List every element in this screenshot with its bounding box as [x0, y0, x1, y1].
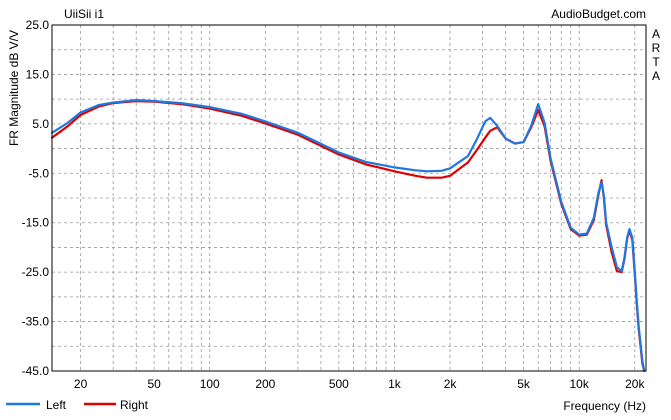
- source-label: AudioBudget.com: [551, 7, 646, 21]
- legend-label-right: Right: [120, 398, 149, 412]
- series-layer: [50, 98, 646, 373]
- y-tick-label: -25.0: [22, 265, 50, 279]
- chart-title: UiiSii i1: [64, 7, 104, 21]
- series-line-left: [50, 98, 646, 373]
- legend-label-left: Left: [46, 398, 67, 412]
- x-tick-label: 1k: [388, 377, 402, 391]
- x-axis-title: Frequency (Hz): [563, 399, 646, 413]
- y-tick-label: 15.0: [26, 67, 50, 81]
- y-tick-label: -15.0: [22, 216, 50, 230]
- y-tick-label: -5.0: [28, 166, 49, 180]
- y-tick-label: 5.0: [32, 117, 49, 131]
- x-tick-label: 2k: [444, 377, 458, 391]
- y-tick-label: -35.0: [22, 315, 50, 329]
- side-label-letter-2: R: [652, 41, 661, 55]
- x-tick-label: 10k: [570, 377, 590, 391]
- y-tick-label: -45.0: [22, 364, 50, 378]
- side-label-letter-1: A: [652, 27, 660, 41]
- y-axis-title: FR Magnitude dB V/V: [7, 30, 21, 146]
- x-tick-label: 200: [255, 377, 275, 391]
- y-tick-labels: 25.0 15.0 5.0 -5.0 -15.0 -25.0 -35.0 -45.0: [22, 18, 50, 378]
- x-tick-label: 100: [200, 377, 220, 391]
- x-tick-label: 50: [147, 377, 161, 391]
- x-tick-label: 500: [329, 377, 349, 391]
- x-tick-label: 5k: [517, 377, 531, 391]
- x-tick-label: 20k: [625, 377, 645, 391]
- side-label-letter-4: A: [652, 69, 660, 83]
- side-label-letter-3: T: [652, 55, 660, 69]
- legend: Left Right: [6, 398, 149, 412]
- y-tick-label: 25.0: [26, 18, 50, 32]
- plot-frame: [51, 24, 647, 372]
- x-tick-label: 20: [74, 377, 88, 391]
- x-tick-labels: 20 50 100 200 500 1k 2k 5k 10k 20k: [74, 377, 646, 391]
